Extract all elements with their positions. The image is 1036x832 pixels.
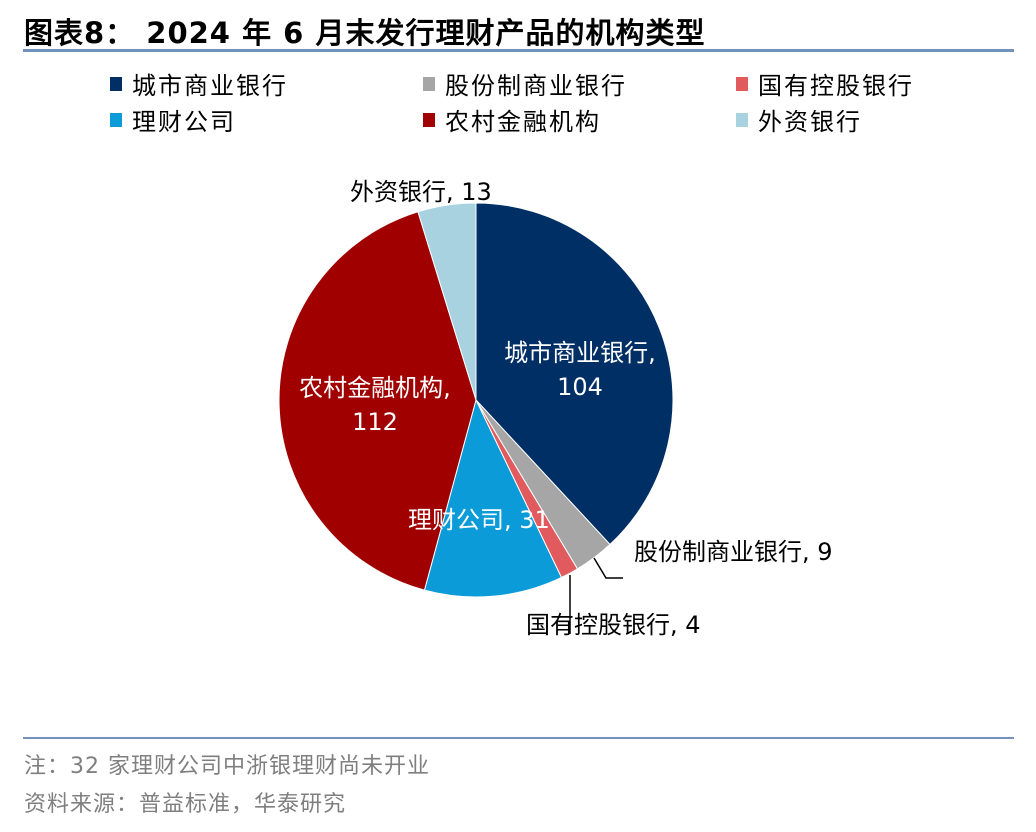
legend-label: 城市商业银行 xyxy=(132,72,288,100)
pie-slice-4 xyxy=(423,398,563,598)
footnote: 注：32 家理财公司中浙银理财尚未开业 xyxy=(24,754,430,779)
legend-label: 国有控股银行 xyxy=(758,72,914,100)
legend-swatch xyxy=(110,112,122,127)
data-label: 股份制商业银行, 9 xyxy=(634,538,833,566)
legend-label: 股份制商业银行 xyxy=(445,72,627,100)
legend-item: 理财公司 xyxy=(110,102,236,137)
data-label: 理财公司, 31 xyxy=(408,506,550,534)
legend-item: 城市商业银行 xyxy=(110,66,288,101)
legend-label: 理财公司 xyxy=(132,108,236,136)
leader-line xyxy=(593,557,623,579)
legend-item: 外资银行 xyxy=(736,102,862,137)
legend-label: 农村金融机构 xyxy=(445,108,601,136)
legend-item: 国有控股银行 xyxy=(736,66,914,101)
pie-slice-5 xyxy=(278,211,477,591)
legend-swatch xyxy=(736,76,748,91)
pie-slice-1 xyxy=(475,202,674,546)
legend-swatch xyxy=(110,76,122,91)
legend-swatch xyxy=(423,76,435,91)
legend-swatch xyxy=(736,112,748,127)
title-divider xyxy=(23,49,1014,52)
legend-item: 农村金融机构 xyxy=(423,102,601,137)
legend-label: 外资银行 xyxy=(758,108,862,136)
data-label: 外资银行, 13 xyxy=(350,178,492,206)
pie-slice-6 xyxy=(417,202,477,401)
figure-title: 图表8： 2024 年 6 月末发行理财产品的机构类型 xyxy=(24,16,706,50)
legend-item: 股份制商业银行 xyxy=(423,66,627,101)
data-label: 农村金融机构, 112 xyxy=(299,374,451,436)
data-label: 城市商业银行, 104 xyxy=(504,339,656,401)
data-label: 国有控股银行, 4 xyxy=(526,611,701,639)
footer-divider xyxy=(23,737,1014,739)
source-note: 资料来源：普益标准，华泰研究 xyxy=(24,792,347,817)
legend-swatch xyxy=(423,112,435,127)
